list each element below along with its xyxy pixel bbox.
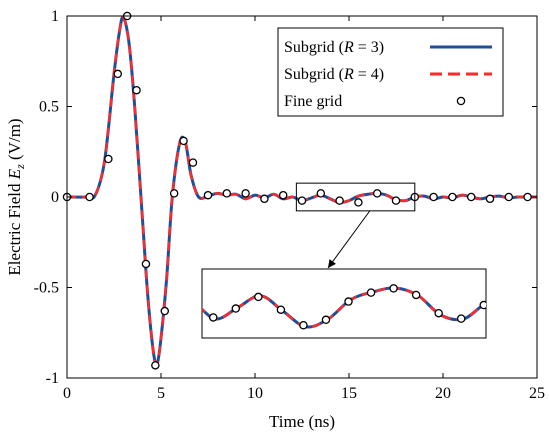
y-tick-label: 0.5 xyxy=(39,99,59,116)
fine-grid-point xyxy=(448,192,457,202)
x-tick-label: 20 xyxy=(435,385,451,402)
inset xyxy=(201,182,487,339)
fine-grid-point xyxy=(372,189,382,198)
legend-swatch-marker xyxy=(456,96,466,106)
inset-fine-grid-point xyxy=(231,304,241,313)
zoom-arrow xyxy=(327,210,371,269)
zoom-region-box xyxy=(295,182,416,212)
ticks: 0 5 10 15 20 25 -1 -0.5 0 0.5 1 xyxy=(34,8,545,402)
fine-grid-point xyxy=(523,192,532,202)
inset-fine-grid-point xyxy=(479,300,486,310)
inset-fine-grid-point xyxy=(344,297,353,306)
inset-fine-grid-point xyxy=(366,288,376,297)
inset-fine-grid-point xyxy=(456,314,466,323)
x-tick-label: 0 xyxy=(63,385,71,402)
fine-grid-point xyxy=(429,192,438,202)
zoom-arrowhead xyxy=(328,259,336,268)
legend-label: Fine grid xyxy=(284,93,342,110)
x-tick-label: 25 xyxy=(529,385,545,402)
x-tick-label: 15 xyxy=(341,385,357,402)
fine-grid-point xyxy=(278,190,288,200)
fine-grid-point xyxy=(504,192,514,202)
inset-fine-grid-point xyxy=(299,320,308,330)
x-axis-label: Time (ns) xyxy=(269,412,335,431)
inset-fine-grid-point xyxy=(411,290,421,300)
fine-grid-point xyxy=(316,189,326,198)
fine-grid-point xyxy=(169,189,179,198)
fine-grid-point xyxy=(466,192,476,202)
inset-fine-grid-point xyxy=(321,315,331,325)
fine-grid-point xyxy=(188,158,198,167)
fine-grid-point xyxy=(113,69,123,79)
legend-box xyxy=(277,27,504,117)
x-tick-label: 10 xyxy=(247,385,263,402)
legend: Subgrid (R = 3) Subgrid (R = 4) Fine grid xyxy=(277,27,504,117)
fine-grid-point xyxy=(151,361,160,370)
fine-grid-point xyxy=(179,136,188,146)
y-tick-label: 0 xyxy=(51,189,59,206)
y-tick-label: 1 xyxy=(51,8,59,25)
inset-fine-grid-point xyxy=(209,313,218,322)
y-tick-label: -1 xyxy=(46,370,59,387)
fine-grid-point xyxy=(260,194,269,204)
inset-plot xyxy=(202,284,486,330)
inset-fine-grid-point xyxy=(389,284,398,293)
fine-grid-point xyxy=(85,192,94,202)
fine-grid-point xyxy=(335,196,344,205)
inset-fine-grid-point xyxy=(276,305,286,314)
fine-grid-point xyxy=(297,196,307,205)
fine-grid-point xyxy=(354,198,363,207)
y-tick-label: -0.5 xyxy=(34,280,59,297)
legend-label: Subgrid (R = 3) xyxy=(284,39,384,56)
fine-grid-point xyxy=(391,196,401,205)
fine-grid-point xyxy=(104,154,113,164)
fine-grid-point xyxy=(241,189,250,198)
fine-grid-point xyxy=(485,194,495,204)
fine-grid-point xyxy=(203,190,213,200)
fine-grid-point xyxy=(160,306,170,316)
x-tick-label: 5 xyxy=(157,385,165,402)
fine-grid-point xyxy=(132,85,141,95)
inset-fine-grid-point xyxy=(434,308,443,318)
fine-grid-point xyxy=(222,189,232,198)
legend-label: Subgrid (R = 4) xyxy=(284,66,384,83)
inset-fine-grid-point xyxy=(254,292,263,302)
fine-grid-point xyxy=(141,259,151,269)
y-axis-label: Electric Field Ez (V/m) xyxy=(5,118,27,275)
fine-grid-markers xyxy=(62,11,532,370)
